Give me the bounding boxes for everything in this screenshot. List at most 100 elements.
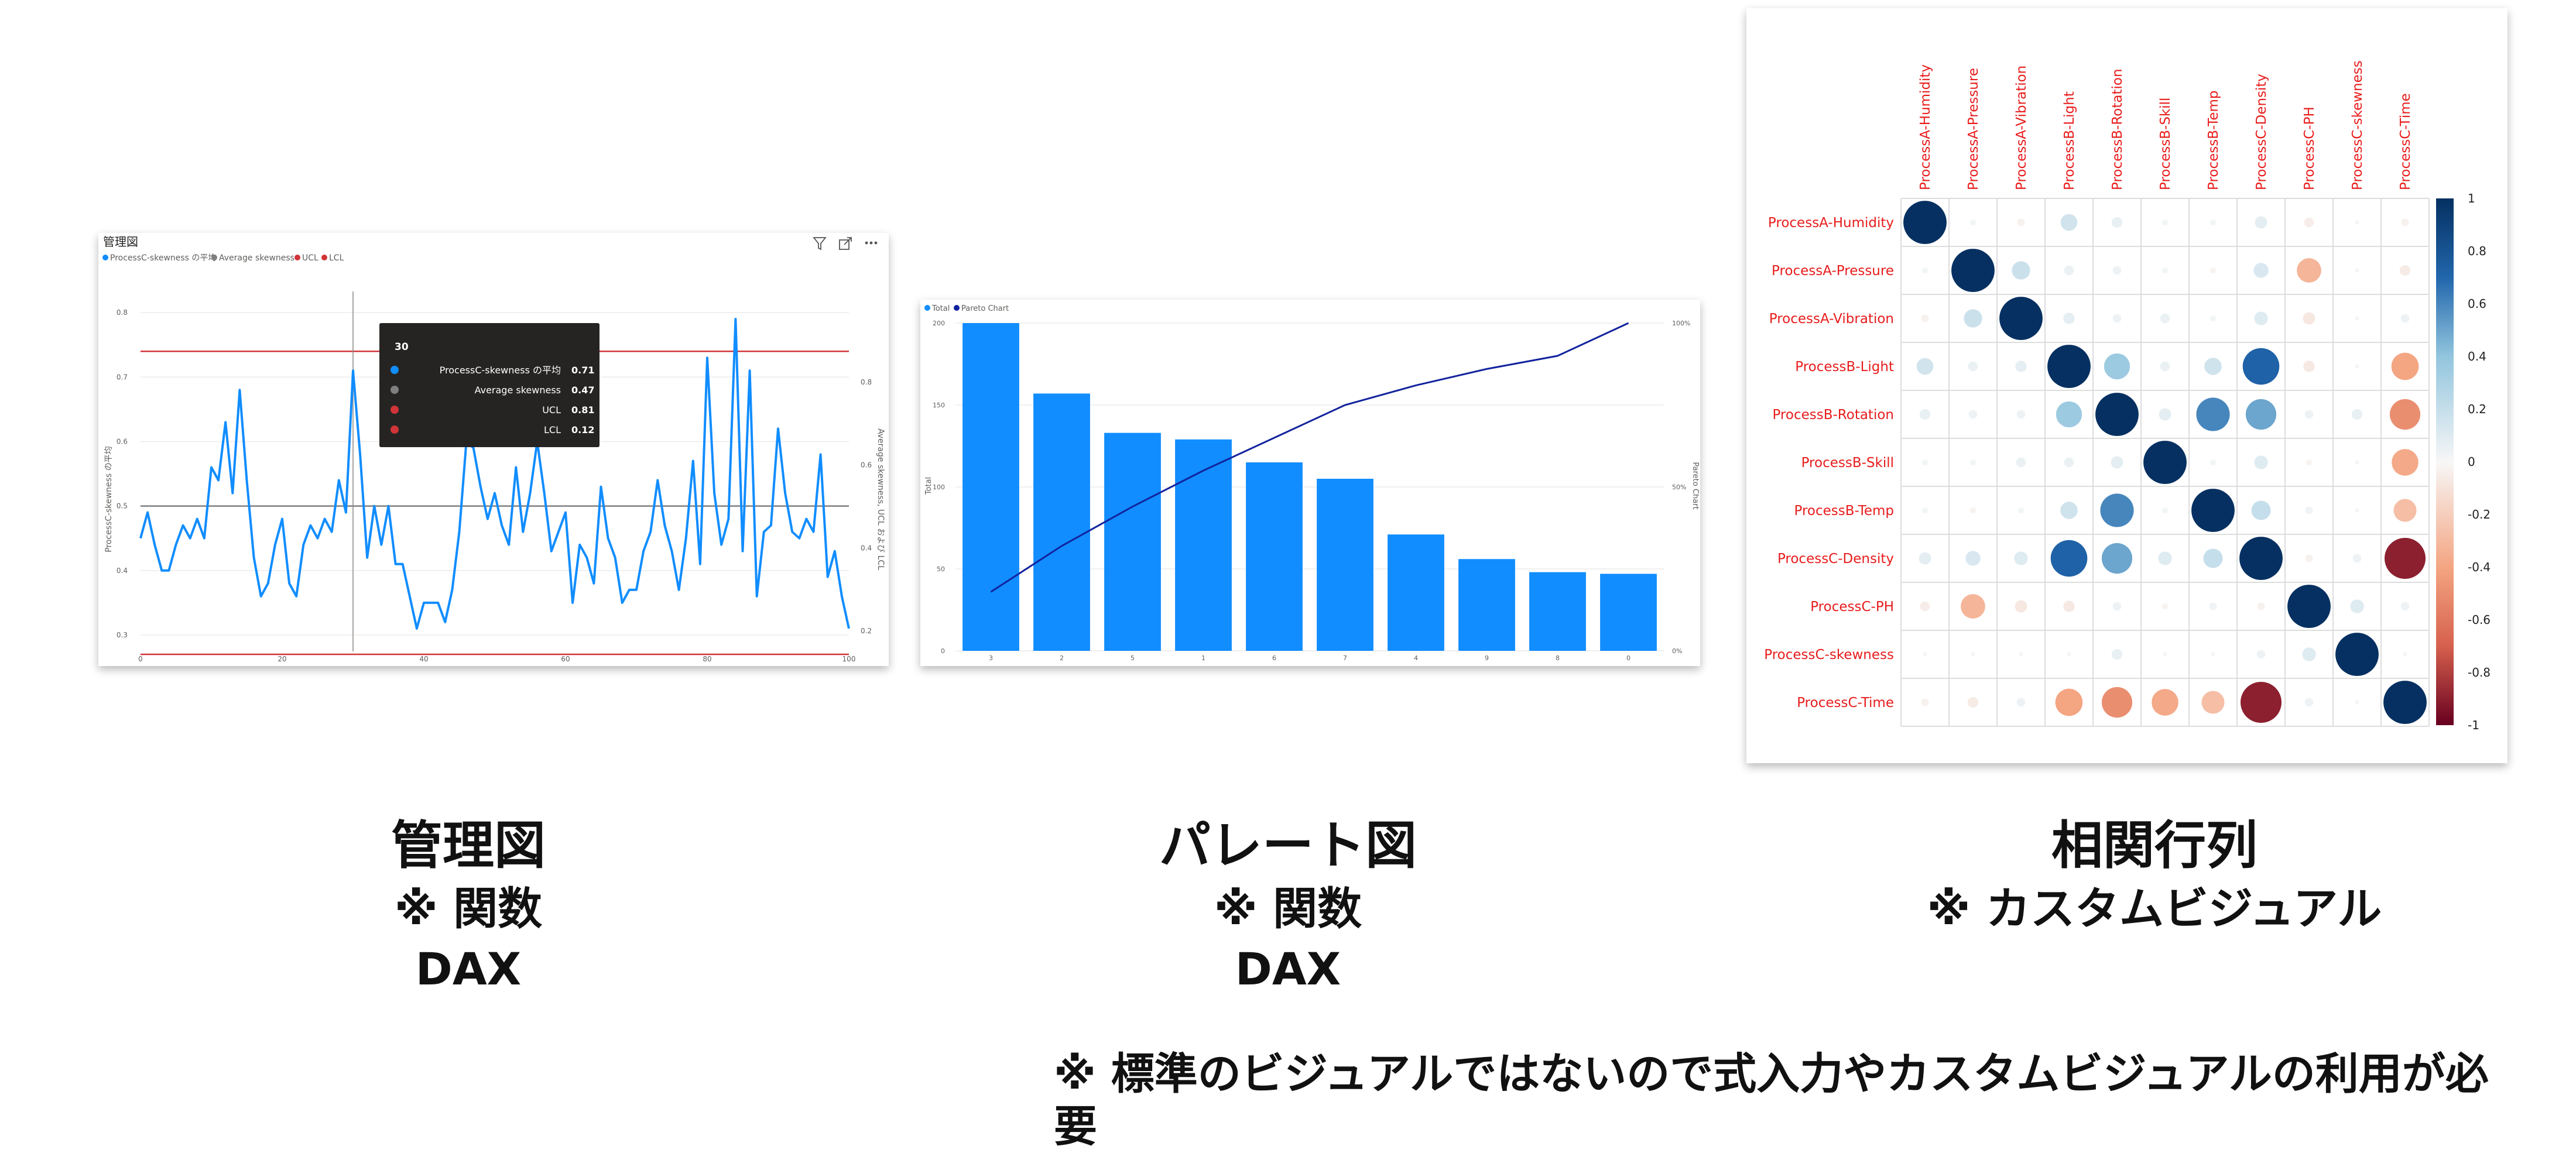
- correlation-circle: [2355, 508, 2359, 513]
- legend-item-series[interactable]: ProcessC-skewness の平均: [110, 253, 216, 263]
- correlation-circle: [2256, 650, 2266, 659]
- correlation-circle: [2067, 652, 2071, 657]
- correlation-circle: [2209, 602, 2217, 610]
- correlation-circle: [2210, 219, 2217, 226]
- correlation-circle: [2355, 364, 2359, 369]
- y-tick-label: 200: [933, 320, 945, 327]
- correlation-circle: [2302, 647, 2316, 661]
- correlation-circle: [2161, 267, 2169, 274]
- x-tick-label: 8: [1556, 654, 1560, 662]
- column-label: ProcessB-Skill: [2158, 98, 2173, 190]
- colorbar: [2436, 198, 2454, 725]
- correlation-circle: [2163, 652, 2167, 657]
- correlation-circle: [1921, 267, 1928, 274]
- correlation-circle: [2161, 219, 2169, 226]
- colorbar-tick-label: 0.8: [2468, 244, 2486, 258]
- correlation-circle: [1921, 314, 1929, 322]
- correlation-circle: [1961, 594, 1985, 619]
- x-tick-label: 7: [1343, 654, 1347, 662]
- correlation-circle: [2403, 652, 2407, 657]
- correlation-circle: [1969, 219, 1976, 226]
- legend-item-lcl[interactable]: LCL: [329, 253, 344, 263]
- control-chart-caption: 管理図 ※ 関数 DAX: [316, 814, 621, 998]
- correlation-circle: [2210, 459, 2217, 466]
- correlation-circle: [2112, 266, 2122, 275]
- colorbar-tick-label: 0.4: [2468, 349, 2486, 363]
- correlation-circle: [2287, 585, 2331, 628]
- pareto-chart-caption: パレート図 ※ 関数 DAX: [1107, 814, 1469, 998]
- caption-note: ※ カスタムビジュアル: [1927, 883, 2382, 935]
- y-tick-label: 0: [941, 647, 945, 655]
- correlation-circle: [2161, 603, 2169, 610]
- caption-note: ※ 関数: [1214, 883, 1362, 935]
- matrix-labels: ProcessA-Humidity ProcessA-Humidity Proces…: [1764, 60, 2413, 711]
- correlation-circle: [2297, 258, 2321, 283]
- tooltip-swatch: [390, 425, 399, 434]
- column-label: ProcessC-Time: [2398, 93, 2413, 190]
- tooltip-label: UCL: [542, 404, 561, 416]
- legend-item-ucl[interactable]: UCL: [302, 253, 318, 263]
- colorbar-tick-label: -0.4: [2468, 560, 2491, 574]
- filter-icon[interactable]: [813, 237, 827, 250]
- y-tick-label: 0.8: [117, 308, 128, 317]
- row-label: ProcessA-Vibration: [1769, 311, 1894, 327]
- correlation-circle: [2111, 217, 2123, 228]
- focus-mode-icon[interactable]: [839, 237, 852, 250]
- y-tick-label-right: 0.6: [861, 461, 872, 469]
- correlation-circle: [2050, 540, 2088, 577]
- chart-legend[interactable]: ProcessC-skewness の平均 Average skewness U…: [102, 253, 344, 263]
- tooltip-value: 0.81: [571, 404, 594, 416]
- cumulative-line[interactable]: [990, 322, 1629, 593]
- correlation-circle: [2100, 493, 2134, 527]
- x-tick-label: 80: [703, 655, 711, 663]
- correlation-circle: [2254, 311, 2268, 325]
- correlation-circle: [2335, 633, 2379, 676]
- correlation-circle: [2401, 218, 2409, 227]
- tooltip-value: 0.47: [571, 385, 594, 396]
- bar: [1104, 433, 1161, 651]
- caption-note: ※ 関数: [394, 883, 543, 935]
- bar: [1458, 559, 1515, 651]
- x-tick-label: 40: [419, 655, 428, 663]
- tooltip-value: 0.71: [571, 365, 594, 376]
- column-label: ProcessC-PH: [2302, 107, 2317, 190]
- correlation-circle: [2152, 689, 2178, 716]
- correlation-circle: [1951, 249, 1995, 292]
- row-label: ProcessB-Light: [1795, 359, 1894, 375]
- x-tick-label: 0: [138, 655, 143, 663]
- correlation-circle: [2101, 543, 2133, 574]
- colorbar-tick-label: 0.2: [2468, 402, 2486, 416]
- correlation-circle: [2201, 691, 2225, 714]
- more-options-icon[interactable]: [865, 241, 878, 245]
- x-tick-label: 6: [1272, 654, 1276, 662]
- correlation-circle: [1919, 409, 1931, 420]
- y-tick-label-right: 0.2: [861, 627, 872, 635]
- correlation-circle: [2203, 548, 2223, 568]
- caption-title: 管理図: [390, 815, 546, 876]
- correlation-circle: [2355, 700, 2359, 705]
- correlation-circle: [2104, 353, 2130, 380]
- tooltip-swatch: [390, 406, 399, 414]
- x-tick-label: 20: [278, 655, 286, 663]
- tooltip-label: ProcessC-skewness の平均: [440, 365, 561, 376]
- column-label: ProcessC-skewness: [2350, 60, 2365, 190]
- series-line[interactable]: [139, 318, 850, 630]
- tooltip-swatch: [390, 386, 399, 394]
- correlation-circle: [2251, 500, 2271, 520]
- correlation-circle: [2305, 506, 2313, 514]
- correlation-circle: [2111, 648, 2123, 660]
- legend-item-pareto[interactable]: Pareto Chart: [961, 304, 1009, 313]
- pareto-chart-card: Total Pareto Chart Total Pareto Chart 0 5…: [920, 300, 1700, 666]
- legend-item-total[interactable]: Total: [931, 304, 950, 313]
- y-tick-label: 100: [933, 483, 945, 491]
- row-label: ProcessC-Density: [1777, 551, 1894, 567]
- x-tick-label: 1: [1201, 654, 1205, 662]
- chart-legend[interactable]: Total Pareto Chart: [924, 304, 1009, 313]
- correlation-circle: [2047, 345, 2091, 388]
- colorbar-tick-label: 0: [2468, 455, 2475, 469]
- correlation-circle: [2255, 216, 2267, 229]
- legend-item-average[interactable]: Average skewness: [219, 253, 294, 263]
- correlation-circle: [2351, 409, 2363, 420]
- correlation-circle: [2350, 599, 2364, 613]
- x-tick-label: 9: [1485, 654, 1489, 662]
